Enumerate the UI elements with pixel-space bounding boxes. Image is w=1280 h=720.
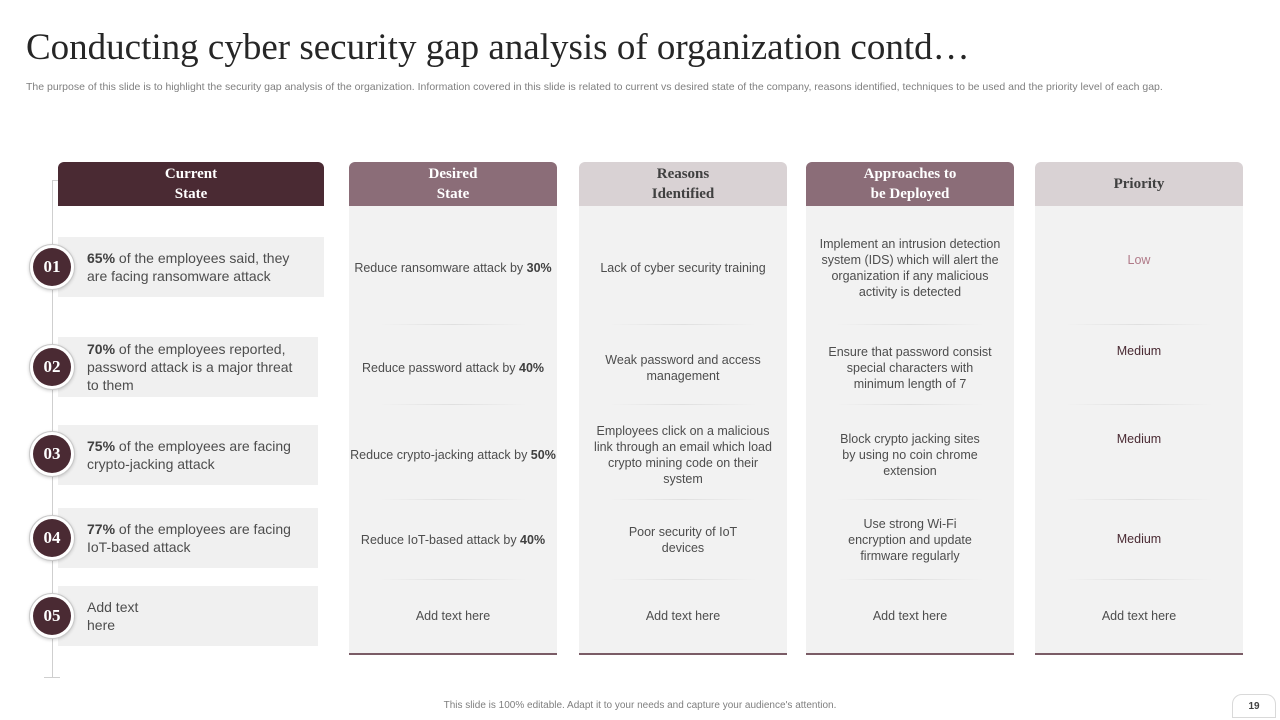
approach-cell-2: Ensure that password consist special cha… [828, 345, 992, 391]
current-text: of the employees said, they are facing r… [87, 250, 290, 284]
row-separator [1065, 404, 1213, 405]
desired-cell-2: Reduce password attack by 40% [349, 334, 557, 402]
reason-cell-1: Lack of cyber security training [600, 261, 766, 275]
priority-cell-5[interactable]: Add text here [1101, 609, 1177, 623]
badge-number: 01 [33, 248, 71, 286]
desired-value: 50% [530, 448, 556, 462]
desired-cell-5[interactable]: Add text here [415, 609, 491, 623]
desired-value: 30% [526, 261, 552, 275]
priority-cell-3: Medium [1116, 432, 1162, 446]
header-reasons-identified: Reasons Identified [579, 162, 787, 206]
reason-cell-2: Weak password and access management [605, 353, 761, 383]
current-text: of the employees reported, password atta… [87, 341, 293, 393]
row-separator [379, 499, 527, 500]
slide-title: Conducting cyber security gap analysis o… [26, 27, 970, 68]
row-number-badge-2: 02 [29, 344, 75, 390]
row-separator [1065, 499, 1213, 500]
timeline-cap-bottom [44, 677, 60, 678]
row-number-badge-1: 01 [29, 244, 75, 290]
desired-text: Reduce ransomware attack by [354, 261, 527, 275]
header-approaches: Approaches to be Deployed [806, 162, 1014, 206]
current-text: of the employees are facing IoT-based at… [87, 521, 291, 555]
slide-footer: This slide is 100% editable. Adapt it to… [443, 700, 837, 711]
reasons-column: Lack of cyber security training Weak pas… [579, 206, 787, 655]
desired-value: 40% [519, 361, 545, 375]
row-separator [836, 324, 984, 325]
approach-cell-1: Implement an intrusion detection system … [819, 237, 1001, 299]
row-separator [379, 324, 527, 325]
desired-text: Reduce password attack by [361, 361, 519, 375]
row-separator [609, 579, 757, 580]
timeline-cap-top [52, 180, 58, 181]
current-state-row-1: 65% of the employees said, they are faci… [58, 237, 324, 297]
row-number-badge-4: 04 [29, 515, 75, 561]
current-value: 75% [87, 438, 116, 454]
desired-value: 40% [520, 533, 546, 547]
badge-number: 04 [33, 519, 71, 557]
row-separator [1065, 579, 1213, 580]
approach-cell-3: Block crypto jacking sites by using no c… [840, 432, 980, 478]
slide-subtitle: The purpose of this slide is to highligh… [26, 81, 1163, 93]
row-number-badge-3: 03 [29, 431, 75, 477]
desired-state-column: Reduce ransomware attack by 30% Reduce p… [349, 206, 557, 655]
current-state-row-4: 77% of the employees are facing IoT-base… [58, 508, 318, 568]
badge-number: 03 [33, 435, 71, 473]
row-separator [379, 404, 527, 405]
row-separator [609, 324, 757, 325]
approach-cell-5[interactable]: Add text here [872, 609, 948, 623]
priority-cell-2: Medium [1116, 344, 1162, 358]
reason-cell-3: Employees click on a malicious link thro… [594, 424, 772, 486]
current-value: 77% [87, 521, 116, 537]
page-number: 19 [1232, 694, 1276, 718]
current-state-row-5[interactable]: Add text here [58, 586, 318, 646]
current-state-row-3: 75% of the employees are facing crypto-j… [58, 425, 318, 485]
reason-cell-5[interactable]: Add text here [645, 609, 721, 623]
row-separator [379, 579, 527, 580]
badge-number: 02 [33, 348, 71, 386]
row-separator [609, 499, 757, 500]
row-separator [836, 499, 984, 500]
approaches-column: Implement an intrusion detection system … [806, 206, 1014, 655]
header-priority: Priority [1035, 162, 1243, 206]
row-separator [609, 404, 757, 405]
priority-column: Low Medium Medium Medium Add text here [1035, 206, 1243, 655]
desired-cell-3: Reduce crypto-jacking attack by 50% [349, 422, 557, 488]
priority-cell-4: Medium [1116, 532, 1162, 546]
row-separator [836, 404, 984, 405]
row-separator [1065, 324, 1213, 325]
header-desired-state: Desired State [349, 162, 557, 206]
badge-number: 05 [33, 597, 71, 635]
header-current-state: Current State [58, 162, 324, 206]
current-value: 65% [87, 250, 116, 266]
current-placeholder-text[interactable]: Add text here [87, 599, 139, 633]
current-state-row-2: 70% of the employees reported, password … [58, 337, 318, 397]
desired-cell-1: Reduce ransomware attack by 30% [349, 226, 557, 310]
row-number-badge-5: 05 [29, 593, 75, 639]
current-value: 70% [87, 341, 116, 357]
desired-text: Reduce crypto-jacking attack by [350, 448, 531, 462]
priority-cell-1: Low [1127, 253, 1151, 267]
desired-text: Reduce IoT-based attack by [360, 533, 521, 547]
timeline-line [52, 180, 53, 677]
row-separator [836, 579, 984, 580]
current-text: of the employees are facing crypto-jacki… [87, 438, 291, 472]
approach-cell-4: Use strong Wi-Fi encryption and update f… [848, 517, 972, 563]
desired-cell-4: Reduce IoT-based attack by 40% [349, 506, 557, 574]
reason-cell-4: Poor security of IoT devices [628, 525, 738, 555]
